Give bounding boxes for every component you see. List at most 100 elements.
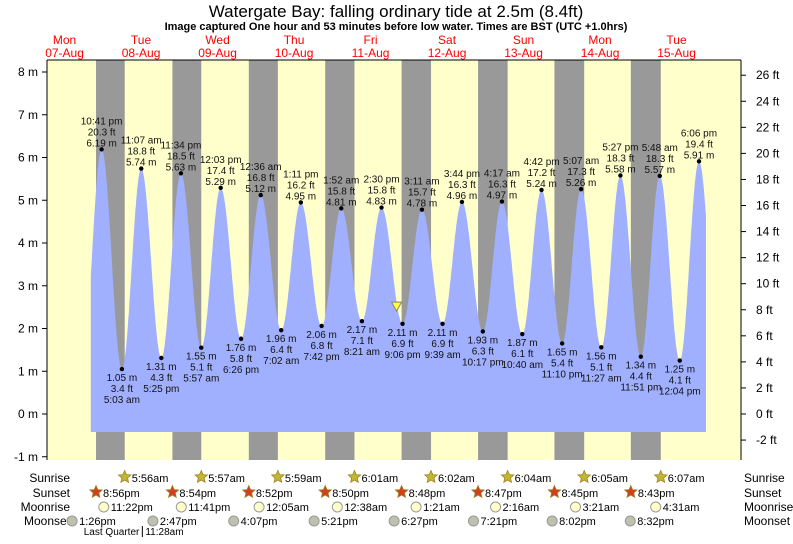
- sunrise-icon: [270, 469, 286, 484]
- low-tide-ft: 5.8 ft: [230, 354, 252, 365]
- high-tide-time: 5:27 pm: [602, 142, 638, 153]
- low-tide-point: [440, 321, 445, 326]
- sunset-icon: [547, 484, 562, 499]
- sunset-time: 8:45pm: [561, 488, 598, 500]
- high-tide-ft: 15.7 ft: [408, 188, 436, 199]
- low-tide-point: [319, 323, 324, 329]
- low-tide-m: 2.06 m: [306, 330, 337, 341]
- moon-phase-label: Last Quarter: [84, 527, 140, 538]
- day-date: 10-Aug: [275, 46, 314, 60]
- sunset-icon: [165, 484, 180, 499]
- high-tide-m: 4.81 m: [326, 197, 357, 208]
- low-tide-time: 10:17 pm: [462, 357, 504, 368]
- sunset-icon: [623, 484, 638, 499]
- moonrise-time: 11:41pm: [188, 502, 230, 514]
- y-tick-label: 3 m: [18, 279, 38, 293]
- day-name: Fri: [364, 33, 378, 47]
- sunset-row-label-left: Sunset: [33, 486, 71, 500]
- high-tide-point: [339, 206, 344, 211]
- low-tide-point: [159, 355, 164, 361]
- low-tide-ft: 6.1 ft: [511, 349, 533, 360]
- moonset-time: 8:32pm: [637, 516, 674, 528]
- low-tide-ft: 6.3 ft: [472, 346, 494, 357]
- sunset-row-label-right: Sunset: [744, 486, 782, 500]
- y2-tick-label: -2 ft: [756, 433, 777, 447]
- sunrise-icon: [653, 469, 668, 484]
- low-tide-point: [559, 341, 565, 346]
- low-tide-m: 1.87 m: [507, 338, 538, 349]
- high-tide-time: 5:07 am: [563, 156, 599, 167]
- day-name: Wed: [205, 33, 229, 47]
- low-tide-time: 7:02 am: [263, 356, 299, 367]
- low-tide-time: 8:21 am: [344, 347, 380, 358]
- low-tide-m: 1.34 m: [626, 361, 657, 372]
- sunset-icon: [318, 484, 333, 499]
- y-tick-label: 5 m: [18, 193, 38, 207]
- y2-tick-label: 4 ft: [756, 355, 773, 369]
- moonset-icon: [147, 515, 159, 527]
- high-tide-m: 4.96 m: [447, 191, 478, 202]
- high-tide-m: 4.78 m: [407, 199, 438, 210]
- low-tide-time: 11:27 am: [581, 373, 622, 384]
- day-name: Sun: [513, 33, 534, 47]
- axes: -1 m 0 m 1 m 2 m 3 m 4 m 5 m 6 m 7 m 8 m -2 ft 0 ft…: [14, 59, 780, 464]
- high-tide-time: 10:41 pm: [81, 116, 123, 127]
- y-tick-label: 6 m: [18, 151, 38, 165]
- low-tide-time: 9:39 am: [424, 350, 460, 361]
- day-name: Sat: [438, 33, 457, 47]
- high-tide-time: 5:48 am: [642, 143, 678, 154]
- high-tide-m: 5.74 m: [126, 158, 157, 169]
- moonset-icon: [624, 515, 636, 527]
- chart-title: Watergate Bay: falling ordinary tide at …: [209, 2, 584, 21]
- high-tide-time: 1:11 pm: [283, 169, 318, 180]
- low-tide-m: 1.65 m: [547, 347, 578, 358]
- day-labels: Mon07-AugTue08-AugWed09-AugThu10-AugFri1…: [45, 33, 696, 60]
- sunset-icon: [470, 484, 486, 499]
- sunset-icon: [394, 484, 409, 499]
- sunrise-time: 5:57am: [208, 473, 245, 485]
- moonrise-time: 12:38am: [344, 502, 387, 514]
- high-tide-ft: 16.3 ft: [488, 180, 516, 191]
- low-tide-time: 12:04 pm: [659, 387, 701, 398]
- moonset-time: 2:47pm: [160, 516, 197, 528]
- high-tide-point: [696, 159, 702, 164]
- moonrise-time: 12:05am: [266, 502, 309, 514]
- moonrise-icon: [253, 501, 265, 513]
- plot-area: [47, 60, 741, 460]
- high-tide-time: 3:11 am: [404, 177, 439, 188]
- low-tide-point: [238, 336, 244, 341]
- sunrise-time: 5:56am: [132, 473, 169, 485]
- day-date: 09-Aug: [198, 46, 237, 60]
- moonset-time: 6:27pm: [401, 516, 438, 528]
- low-tide-point: [638, 354, 644, 359]
- high-tide-point: [258, 192, 263, 198]
- y2-tick-label: 16 ft: [756, 199, 780, 213]
- sunset-time: 8:54pm: [179, 488, 216, 500]
- high-tide-ft: 17.2 ft: [528, 168, 556, 179]
- low-tide-point: [359, 319, 365, 324]
- moonrise-row-label-right: Moonrise: [744, 500, 793, 514]
- high-tide-ft: 16.8 ft: [247, 173, 275, 184]
- moonrise-icon: [569, 501, 581, 513]
- y-tick-label: 8 m: [18, 65, 38, 79]
- high-tide-point: [618, 173, 623, 178]
- high-tide-point: [379, 205, 384, 210]
- high-tide-m: 5.58 m: [605, 164, 636, 175]
- high-tide-point: [99, 147, 104, 152]
- high-tide-ft: 19.4 ft: [685, 139, 713, 150]
- day-date: 07-Aug: [45, 46, 84, 60]
- low-tide-ft: 6.8 ft: [310, 341, 332, 352]
- moonset-row-label-right: Moonset: [744, 514, 791, 528]
- high-tide-time: 2:30 pm: [363, 175, 399, 186]
- moonrise-icon: [98, 501, 110, 513]
- low-tide-m: 2.11 m: [388, 328, 418, 339]
- sunset-time: 8:43pm: [638, 488, 675, 500]
- y-tick-label: -1 m: [14, 450, 38, 464]
- high-tide-time: 11:07 am: [121, 136, 162, 147]
- moonrise-icon: [175, 501, 187, 513]
- low-tide-time: 5:57 am: [183, 374, 219, 385]
- low-tide-ft: 4.1 ft: [669, 376, 691, 387]
- y2-tick-label: 22 ft: [756, 120, 780, 134]
- low-tide-point: [599, 345, 604, 350]
